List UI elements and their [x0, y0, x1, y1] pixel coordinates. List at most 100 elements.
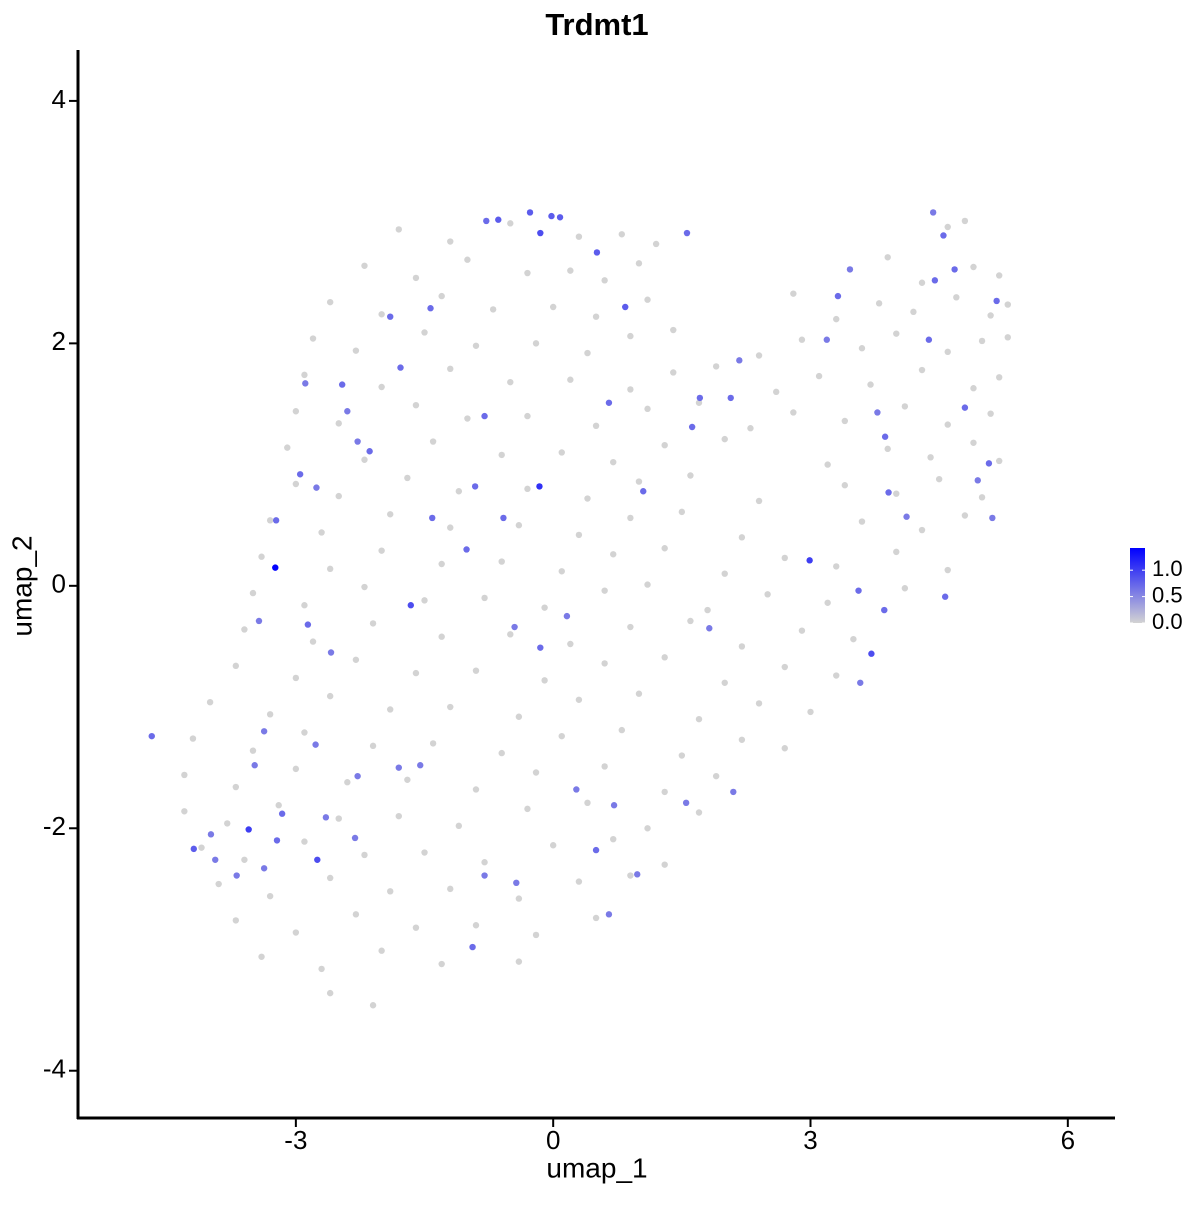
cell-point	[944, 223, 951, 231]
cell-point	[232, 917, 240, 924]
cell-point	[652, 240, 660, 248]
cell-point	[447, 885, 454, 893]
cell-point	[471, 483, 479, 490]
cell-point	[558, 732, 565, 740]
cell-point	[536, 483, 543, 490]
cell-point	[575, 696, 583, 703]
cell-point	[925, 336, 933, 343]
cell-point	[989, 514, 996, 522]
cell-point	[1004, 301, 1011, 308]
cell-point	[233, 872, 240, 879]
cell-point	[301, 371, 308, 379]
cell-point	[772, 388, 780, 396]
cell-point	[258, 953, 265, 960]
cell-point	[260, 728, 268, 735]
cell-point	[335, 492, 342, 500]
cell-point	[549, 842, 557, 849]
cell-point	[940, 232, 947, 239]
cell-point	[447, 238, 454, 245]
y-tick-label: -2	[43, 811, 66, 841]
cell-point	[918, 526, 926, 534]
cell-point	[266, 711, 274, 718]
y-tick-label: 0	[52, 569, 66, 599]
cell-point	[755, 352, 763, 359]
cell-point	[421, 597, 428, 604]
cell-point	[296, 471, 304, 478]
cell-point	[212, 856, 219, 863]
cell-point	[412, 401, 420, 409]
cell-point	[361, 851, 368, 859]
cell-point	[558, 449, 565, 456]
cell-point	[974, 477, 981, 484]
cell-point	[929, 209, 937, 216]
cell-point	[781, 745, 788, 752]
cell-point	[978, 494, 986, 501]
x-axis-title: umap_1	[546, 1152, 647, 1183]
cell-point	[627, 386, 634, 393]
cell-point	[275, 802, 282, 809]
cell-point	[541, 604, 548, 611]
cell-point	[841, 417, 849, 425]
cell-point	[918, 366, 926, 374]
cell-point	[417, 762, 424, 769]
cell-point	[532, 340, 540, 347]
cell-point	[688, 423, 696, 431]
cell-point	[670, 326, 677, 334]
cell-point	[515, 895, 523, 902]
cell-point	[824, 461, 831, 468]
cell-point	[427, 305, 434, 312]
colorbar-tick-label: 0.0	[1152, 609, 1183, 634]
cell-point	[678, 752, 686, 759]
cell-point	[901, 403, 909, 410]
cell-point	[755, 700, 763, 707]
cell-point	[881, 433, 889, 440]
cell-point	[996, 272, 1003, 279]
y-axis-title: umap_2	[6, 535, 37, 636]
y-tick-label: 2	[52, 326, 66, 356]
cell-point	[369, 620, 377, 627]
cell-point	[352, 347, 360, 354]
chart-title: Trdmt1	[545, 7, 648, 42]
cell-point	[318, 965, 325, 973]
cell-point	[573, 786, 580, 793]
cell-point	[387, 706, 394, 713]
cell-point	[893, 548, 900, 556]
cell-point	[558, 568, 565, 575]
cell-point	[498, 749, 505, 757]
cell-point	[738, 643, 746, 650]
cell-point	[592, 422, 600, 430]
cell-point	[421, 849, 428, 856]
cell-point	[412, 669, 420, 677]
cell-point	[232, 662, 240, 670]
cell-point	[301, 838, 308, 845]
x-tick-label: 0	[546, 1125, 560, 1155]
cell-point	[944, 348, 951, 356]
cell-point	[309, 638, 317, 645]
cell-point	[245, 826, 252, 833]
cell-point	[272, 517, 280, 524]
cell-point	[855, 587, 862, 594]
cell-point	[366, 448, 373, 455]
cell-point	[687, 617, 694, 625]
cell-point	[338, 381, 346, 388]
cell-point	[644, 581, 651, 588]
cell-point	[695, 399, 703, 406]
cell-point	[610, 458, 617, 466]
cell-point	[601, 277, 608, 284]
cell-point	[706, 625, 713, 632]
cell-point	[953, 294, 960, 301]
cell-point	[833, 315, 840, 323]
cell-point	[893, 330, 900, 337]
cell-point	[721, 679, 728, 686]
cell-point	[1004, 334, 1011, 341]
cell-point	[302, 380, 309, 387]
cell-point	[601, 763, 608, 770]
cell-point	[682, 799, 690, 807]
cell-point	[695, 715, 703, 723]
cell-point	[868, 650, 875, 657]
x-tick-label: -3	[284, 1125, 307, 1155]
cell-point	[661, 861, 668, 868]
cell-point	[593, 249, 601, 256]
cell-point	[833, 672, 840, 679]
